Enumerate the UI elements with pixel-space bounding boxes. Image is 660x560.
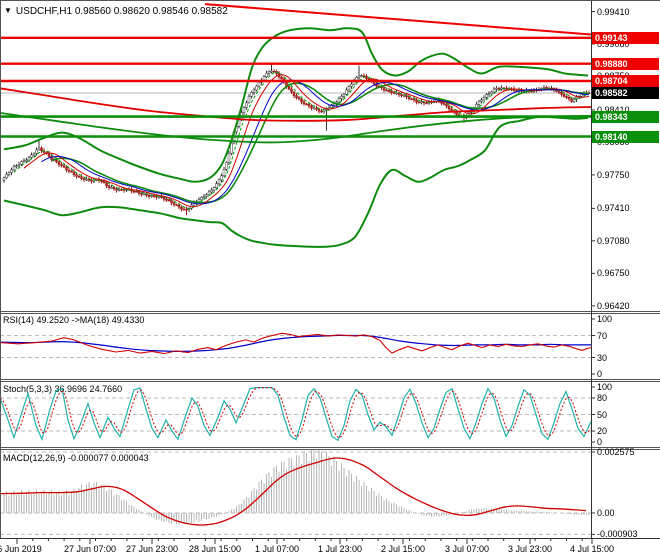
chart-title-bar: ▼ USDCHF,H1 0.98560 0.98620 0.98546 0.985… — [4, 6, 228, 17]
symbol-dropdown-icon[interactable]: ▼ — [4, 6, 12, 15]
macd-indicator-label: MACD(12,26,9) -0.000077 0.000043 — [3, 453, 149, 463]
axis-ticks — [16, 11, 595, 544]
rsi-panel — [0, 332, 591, 358]
support-resistance-levels — [0, 36, 591, 138]
panel-borders — [0, 0, 660, 539]
ohlc-values: 0.98560 0.98620 0.98546 0.98582 — [74, 6, 228, 17]
moving-averages — [13, 71, 590, 210]
macd-panel — [0, 450, 591, 535]
descending-trendline — [204, 3, 591, 36]
symbol-timeframe-label: USDCHF,H1 — [15, 6, 73, 17]
stochastic-panel — [0, 387, 591, 442]
rsi-indicator-label: RSI(14) 49.2520 ->MA(18) 49.4330 — [3, 315, 145, 325]
bollinger-bands — [0, 27, 591, 248]
